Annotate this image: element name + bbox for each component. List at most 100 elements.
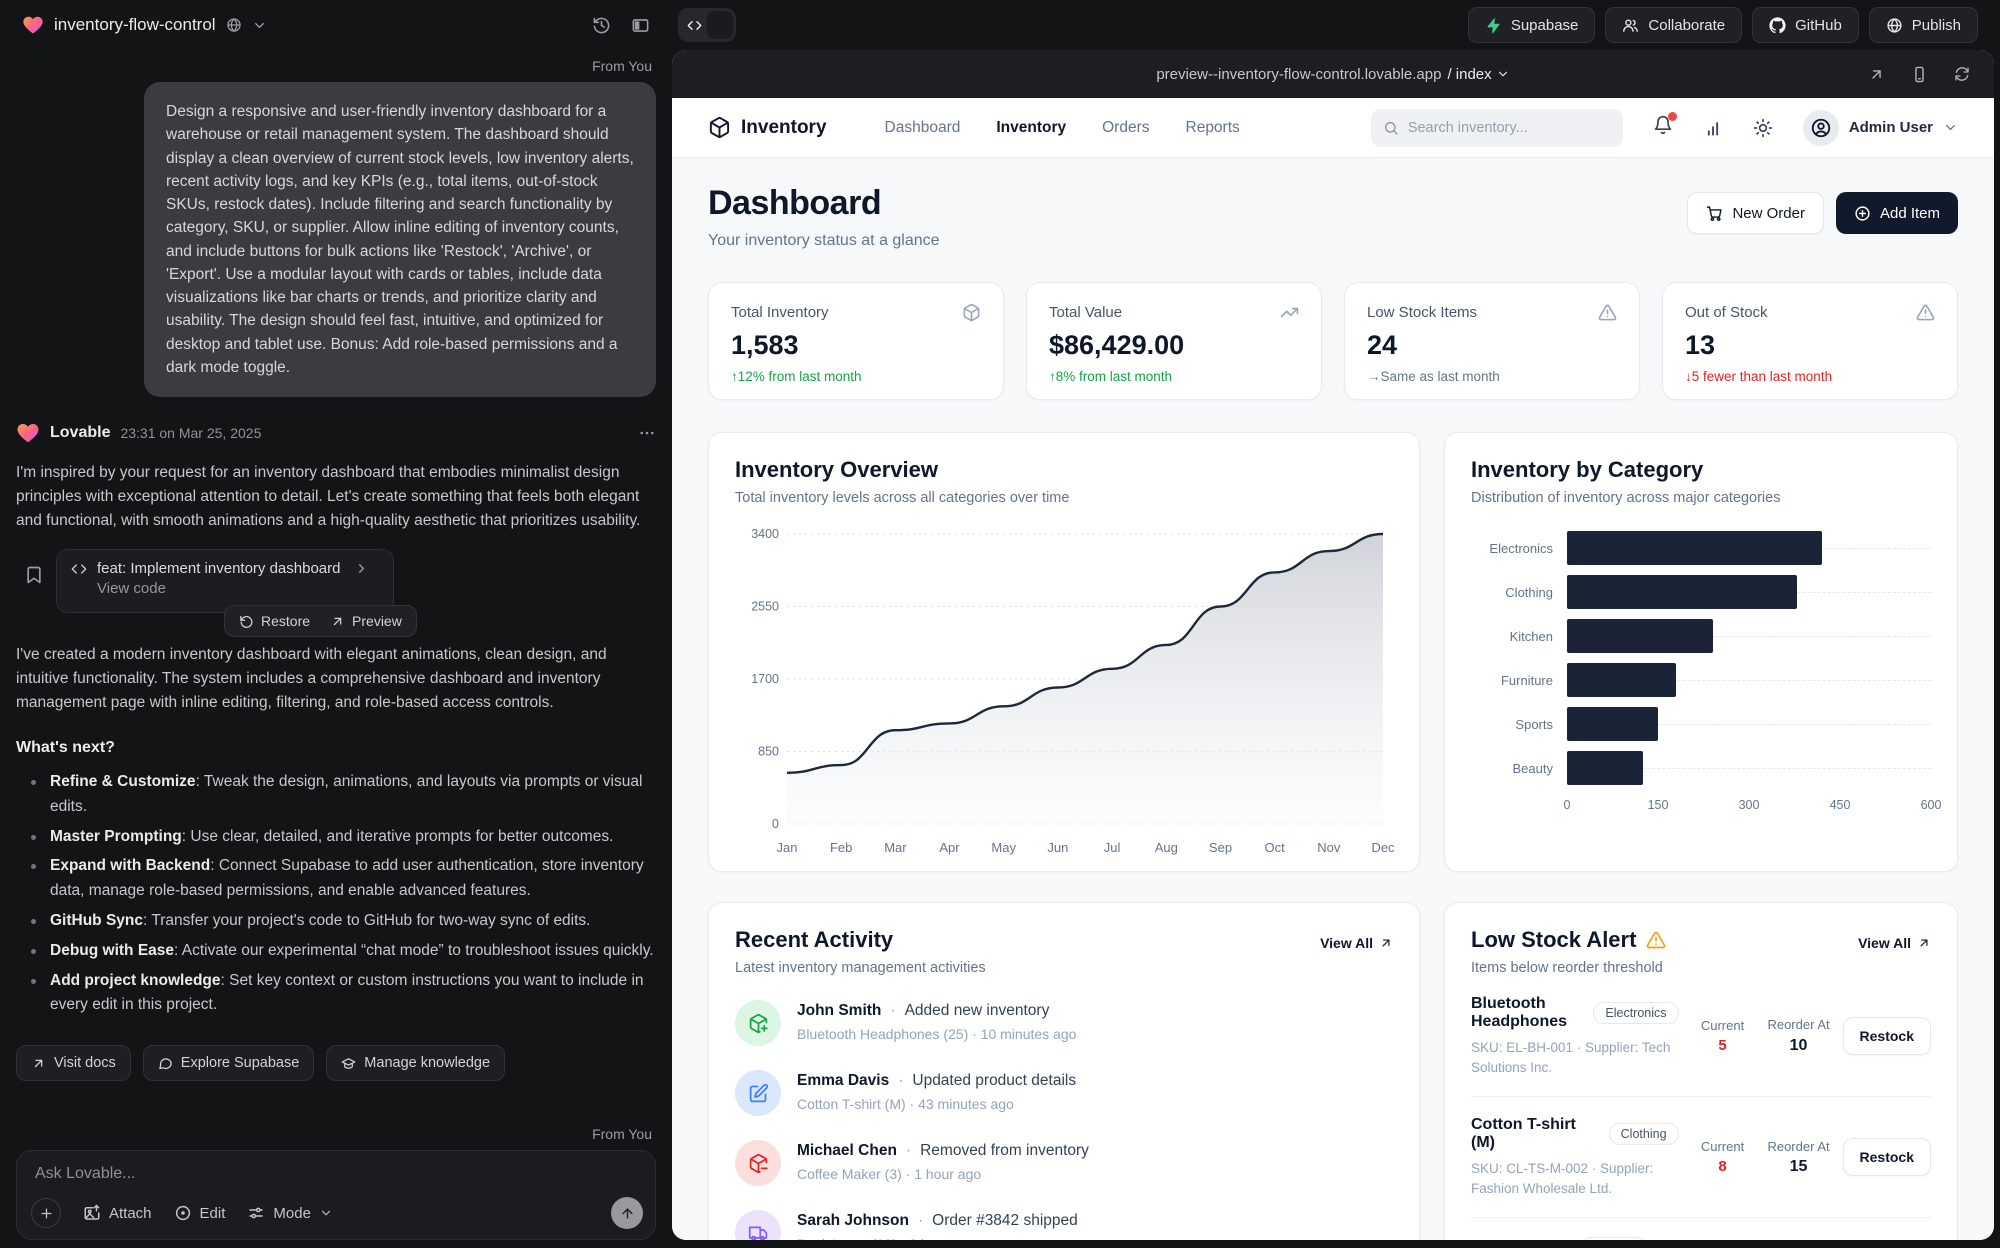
- analytics-icon[interactable]: [1703, 118, 1723, 138]
- panel-toggle-icon[interactable]: [631, 16, 650, 35]
- preview-button[interactable]: Preview: [330, 613, 402, 629]
- app-body: Dashboard Your inventory status at a gla…: [672, 158, 1994, 1240]
- topbar: inventory-flow-control Supabase Collabora…: [0, 0, 2000, 50]
- mode-dropdown[interactable]: Mode: [247, 1204, 333, 1222]
- user-menu[interactable]: Admin User: [1802, 109, 1958, 146]
- open-in-new-tab-icon[interactable]: [1868, 66, 1885, 83]
- svg-text:Apr: Apr: [939, 840, 960, 855]
- app-brand[interactable]: Inventory: [708, 116, 827, 139]
- activity-user: Michael Chen: [797, 1142, 897, 1159]
- lovable-avatar-icon: [16, 421, 40, 445]
- refresh-icon[interactable]: [1954, 66, 1970, 82]
- commit-title: feat: Implement inventory dashboard: [97, 560, 341, 578]
- user-name: Admin User: [1848, 119, 1933, 136]
- restock-button[interactable]: Restock: [1842, 1138, 1931, 1177]
- topbar-actions: Supabase Collaborate GitHub Publish: [1467, 7, 1978, 43]
- activity-row[interactable]: Sarah Johnson·Order #3842 shippedDesk La…: [735, 1210, 1393, 1240]
- add-attachment-button[interactable]: [31, 1198, 61, 1228]
- activity-list: John Smith · Added new inventory Bluetooth …: [735, 1000, 1393, 1240]
- category-bar-row: Kitchen: [1471, 614, 1931, 658]
- search-box[interactable]: [1370, 108, 1623, 147]
- code-icon[interactable]: [681, 11, 707, 39]
- theme-toggle-icon[interactable]: [1753, 118, 1773, 138]
- bottom-row: Recent Activity Latest inventory managem…: [708, 902, 1958, 1240]
- github-icon: [1769, 16, 1786, 34]
- chat-input[interactable]: [35, 1165, 553, 1195]
- nav-orders[interactable]: Orders: [1102, 118, 1150, 136]
- kpi-value: $86,429.00: [1049, 330, 1185, 360]
- manage-knowledge-button[interactable]: Manage knowledge: [326, 1045, 506, 1082]
- add-item-button[interactable]: Add Item: [1835, 192, 1958, 234]
- bookmark-icon[interactable]: [24, 565, 44, 585]
- search-input[interactable]: [1407, 119, 1611, 136]
- button-label: GitHub: [1795, 16, 1842, 34]
- kpi-card: Out of Stock 13 ↓5 fewer than last month: [1662, 282, 1958, 400]
- new-order-button[interactable]: New Order: [1687, 192, 1824, 234]
- restore-button[interactable]: Restore: [239, 613, 310, 629]
- category-label: Furniture: [1500, 672, 1553, 688]
- composer[interactable]: Attach Edit Mode: [16, 1150, 656, 1240]
- kpi-delta: ↑8% from last month: [1049, 369, 1173, 384]
- attach-button[interactable]: Attach: [83, 1204, 152, 1222]
- code-view-toggle[interactable]: [678, 8, 736, 42]
- visit-docs-button[interactable]: Visit docs: [16, 1045, 131, 1082]
- view-code-link[interactable]: View code: [97, 580, 166, 598]
- activity-row[interactable]: Emma Davis · Updated product details Cotton…: [735, 1070, 1393, 1116]
- preview-panel: preview--inventory-flow-control.lovable.…: [672, 50, 1994, 1240]
- quick-actions: Visit docs Explore Supabase Manage knowled…: [16, 1045, 656, 1082]
- nav-inventory[interactable]: Inventory: [996, 118, 1067, 136]
- category-bar-row: Clothing: [1471, 570, 1931, 614]
- activity-row[interactable]: Michael Chen · Removed from inventory Coffe…: [735, 1140, 1393, 1186]
- app-nav: Dashboard Inventory Orders Reports: [885, 119, 1240, 137]
- page-actions: New Order Add Item: [1687, 192, 1958, 234]
- mobile-view-icon[interactable]: [1911, 66, 1928, 83]
- supabase-button[interactable]: Supabase: [1467, 7, 1596, 43]
- low-stock-card: Low Stock Alert Items below reorder thre…: [1444, 902, 1958, 1240]
- svg-text:1700: 1700: [751, 672, 779, 686]
- activity-user: John Smith: [797, 1002, 882, 1019]
- activity-row[interactable]: John Smith · Added new inventory Bluetooth …: [735, 1000, 1393, 1046]
- activity-user: Emma Davis: [797, 1072, 890, 1089]
- search-icon: [1383, 120, 1399, 136]
- low-stock-view-all[interactable]: View All: [1858, 935, 1931, 951]
- category-bar-row: Sports: [1471, 702, 1931, 746]
- preview-arrow-icon: [330, 614, 345, 629]
- package-icon: [962, 303, 981, 322]
- github-button[interactable]: GitHub: [1752, 7, 1859, 43]
- cart-icon: [1706, 205, 1723, 222]
- activity-detail: Cotton T-shirt (M) · 43 minutes ago: [797, 1096, 1014, 1112]
- send-button[interactable]: [611, 1197, 643, 1229]
- restock-button[interactable]: Restock: [1842, 1017, 1931, 1056]
- version-card[interactable]: feat: Implement inventory dashboard View…: [56, 549, 394, 614]
- path-chevron-icon: [1496, 67, 1510, 81]
- svg-text:850: 850: [758, 745, 779, 759]
- edit-button[interactable]: Edit: [174, 1204, 225, 1222]
- activity-view-all[interactable]: View All: [1320, 935, 1393, 951]
- inventory-by-category-card: Inventory by Category Distribution of in…: [1444, 432, 1958, 872]
- axis-tick: 600: [1920, 798, 1942, 812]
- kpi-cards: Total Inventory 1,583 ↑12% from last month…: [708, 282, 1958, 400]
- svg-text:Feb: Feb: [830, 840, 852, 855]
- preview-path-dropdown[interactable]: / index: [1447, 66, 1509, 83]
- nav-reports[interactable]: Reports: [1185, 118, 1240, 136]
- preview-toggle-segment[interactable]: [707, 11, 733, 39]
- overview-chart-subtitle: Total inventory levels across all catego…: [735, 490, 1070, 506]
- category-label: Kitchen: [1509, 628, 1553, 644]
- collaborate-button[interactable]: Collaborate: [1605, 7, 1743, 43]
- category-bar-row: Beauty: [1471, 746, 1931, 790]
- category-bar: [1567, 531, 1822, 565]
- reorder-threshold: Reorder At 15: [1767, 1138, 1830, 1175]
- publish-button[interactable]: Publish: [1868, 7, 1978, 43]
- preview-url[interactable]: preview--inventory-flow-control.lovable.…: [1156, 65, 1442, 83]
- svg-text:Oct: Oct: [1264, 840, 1285, 855]
- brand-package-icon: [708, 116, 731, 139]
- message-menu-icon[interactable]: [638, 424, 656, 442]
- nav-dashboard[interactable]: Dashboard: [884, 118, 961, 136]
- notifications-button[interactable]: [1653, 112, 1677, 140]
- explore-supabase-button[interactable]: Explore Supabase: [142, 1045, 315, 1082]
- project-menu[interactable]: inventory-flow-control: [22, 14, 267, 36]
- kpi-delta: ↓5 fewer than last month: [1685, 369, 1833, 384]
- project-chevron-icon[interactable]: [252, 18, 267, 33]
- recent-activity-card: Recent Activity Latest inventory managem…: [708, 902, 1420, 1240]
- history-icon[interactable]: [592, 16, 611, 35]
